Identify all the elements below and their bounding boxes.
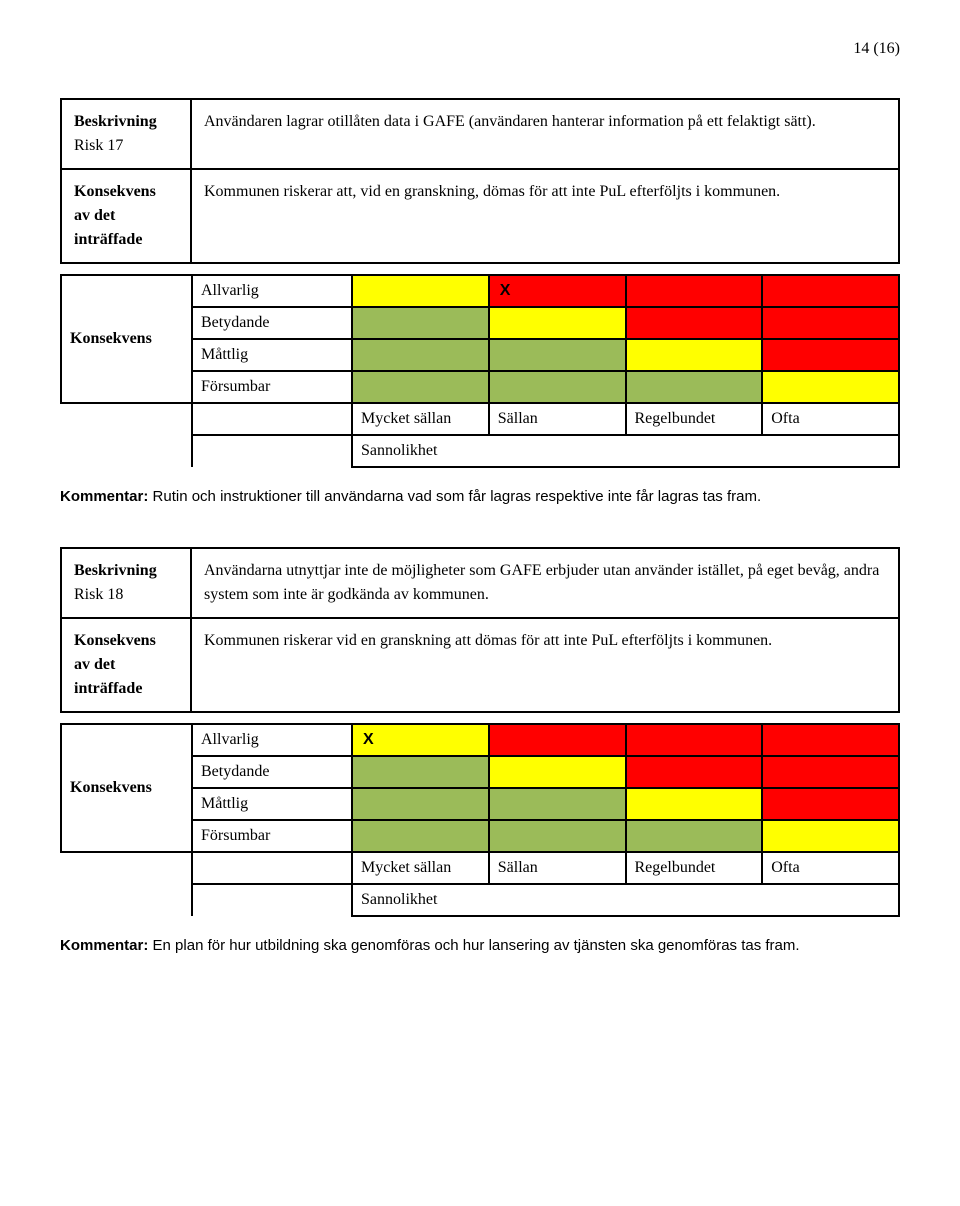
risk17-desc-table: Beskrivning Risk 17 Användaren lagrar ot… <box>60 98 900 264</box>
risk17-r2c4 <box>762 307 899 339</box>
risk18-konsekvens-label: Konsekvens <box>61 724 192 852</box>
risk18-r1c2 <box>489 724 626 756</box>
risk18-r3c3 <box>626 788 763 820</box>
freq-c2-2: Sällan <box>489 852 626 884</box>
risk17-matrix: Konsekvens Allvarlig X Betydande Måttlig… <box>60 274 900 468</box>
risk17-konsav-text: Kommunen riskerar att, vid en granskning… <box>191 169 899 263</box>
risk18-konsav-text: Kommunen riskerar vid en granskning att … <box>191 618 899 712</box>
freq-c3: Regelbundet <box>626 403 763 435</box>
freq-c4: Ofta <box>762 403 899 435</box>
risk18-r1c4 <box>762 724 899 756</box>
risk18-r4c1 <box>352 820 489 852</box>
risk18-block: Beskrivning Risk 18 Användarna utnyttjar… <box>60 547 900 956</box>
risk18-r1c1: X <box>352 724 489 756</box>
risk18-r2c1 <box>352 756 489 788</box>
risk18-r4c3 <box>626 820 763 852</box>
freq-c1-2: Mycket sällan <box>352 852 489 884</box>
sev-mattlig: Måttlig <box>192 339 352 371</box>
freq-c3-2: Regelbundet <box>626 852 763 884</box>
risk17-comment: Kommentar: Rutin och instruktioner till … <box>60 486 900 507</box>
sannolikhet-label: Sannolikhet <box>352 435 899 467</box>
risk18-comment: Kommentar: En plan för hur utbildning sk… <box>60 935 900 956</box>
risk18-beskrivning-text: Användarna utnyttjar inte de möjligheter… <box>191 548 899 618</box>
risk17-r4c1 <box>352 371 489 403</box>
risk18-r3c2 <box>489 788 626 820</box>
risk18-desc-table: Beskrivning Risk 18 Användarna utnyttjar… <box>60 547 900 713</box>
risk17-r1c1 <box>352 275 489 307</box>
risk18-r3c4 <box>762 788 899 820</box>
sev-betydande-2: Betydande <box>192 756 352 788</box>
risk17-r1c4 <box>762 275 899 307</box>
risk18-r3c1 <box>352 788 489 820</box>
risk17-r4c3 <box>626 371 763 403</box>
risk18-r2c3 <box>626 756 763 788</box>
risk17-block: Beskrivning Risk 17 Användaren lagrar ot… <box>60 98 900 507</box>
risk18-matrix: Konsekvens Allvarlig X Betydande Måttlig… <box>60 723 900 917</box>
risk17-r3c2 <box>489 339 626 371</box>
page-number: 14 (16) <box>60 40 900 58</box>
risk17-r2c1 <box>352 307 489 339</box>
freq-c1: Mycket sällan <box>352 403 489 435</box>
freq-c2: Sällan <box>489 403 626 435</box>
sev-forsumbar: Försumbar <box>192 371 352 403</box>
risk17-r3c4 <box>762 339 899 371</box>
risk17-konsav-label: Konsekvensav detinträffade <box>61 169 191 263</box>
risk18-beskrivning-label: Beskrivning Risk 18 <box>61 548 191 618</box>
risk17-beskrivning-label: Beskrivning Risk 17 <box>61 99 191 169</box>
sev-allvarlig-2: Allvarlig <box>192 724 352 756</box>
sev-mattlig-2: Måttlig <box>192 788 352 820</box>
risk18-r2c4 <box>762 756 899 788</box>
sev-forsumbar-2: Försumbar <box>192 820 352 852</box>
risk17-r3c1 <box>352 339 489 371</box>
risk17-r4c4 <box>762 371 899 403</box>
sannolikhet-label-2: Sannolikhet <box>352 884 899 916</box>
risk18-konsav-label: Konsekvensav detinträffade <box>61 618 191 712</box>
risk17-r1c2: X <box>489 275 626 307</box>
risk17-r2c3 <box>626 307 763 339</box>
risk17-r2c2 <box>489 307 626 339</box>
risk17-beskrivning-text: Användaren lagrar otillåten data i GAFE … <box>191 99 899 169</box>
risk17-r3c3 <box>626 339 763 371</box>
risk18-r1c3 <box>626 724 763 756</box>
risk17-konsekvens-label: Konsekvens <box>61 275 192 403</box>
risk18-r2c2 <box>489 756 626 788</box>
sev-betydande: Betydande <box>192 307 352 339</box>
risk17-r1c3 <box>626 275 763 307</box>
risk18-r4c4 <box>762 820 899 852</box>
sev-allvarlig: Allvarlig <box>192 275 352 307</box>
risk17-r4c2 <box>489 371 626 403</box>
risk18-r4c2 <box>489 820 626 852</box>
freq-c4-2: Ofta <box>762 852 899 884</box>
